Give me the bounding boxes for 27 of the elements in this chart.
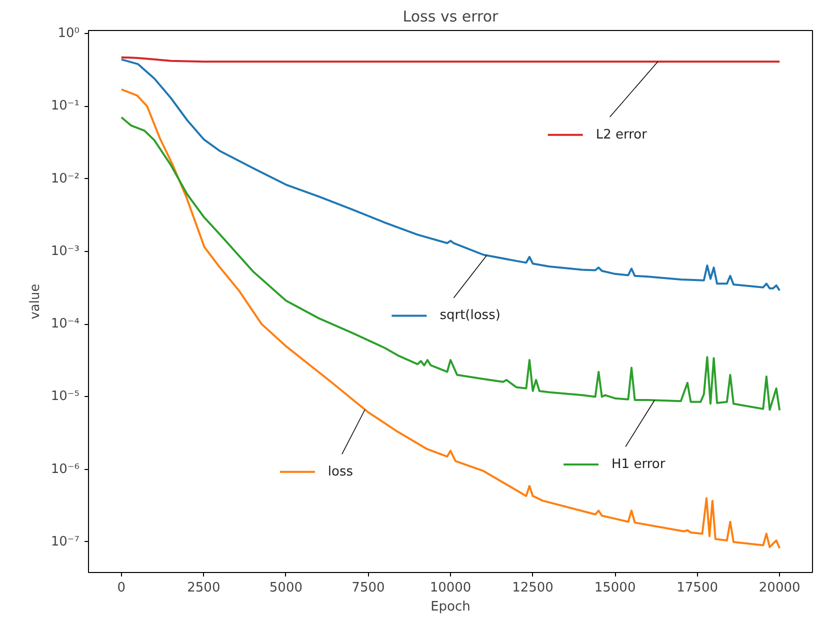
- x-tick-label: 20000: [758, 580, 800, 596]
- x-tick-label: 15000: [594, 580, 636, 596]
- y-tick-label: 10⁻⁵: [50, 389, 80, 404]
- x-tick-label: 7500: [352, 580, 385, 596]
- x-tick-label: 5000: [269, 580, 303, 596]
- line-series: [120, 116, 781, 412]
- legend-label: H1 error: [612, 457, 666, 472]
- x-tick-label: 2500: [187, 580, 220, 596]
- chart-title: Loss vs error: [402, 8, 500, 26]
- line-series: [120, 88, 781, 550]
- x-tick-label: 10000: [430, 580, 472, 596]
- y-tick-label: 10⁻¹: [50, 98, 80, 114]
- x-tick-label: 17500: [676, 580, 718, 596]
- x-tick-label: 12500: [512, 580, 554, 596]
- legend-label: sqrt(loss): [440, 308, 500, 324]
- y-tick-label: 10⁻⁷: [50, 534, 80, 550]
- y-tick-label: 10⁻⁴: [50, 316, 80, 332]
- y-tick-label: 10⁻⁶: [50, 462, 80, 477]
- y-tick-label: 10⁻²: [50, 171, 80, 186]
- legend-label: L2 error: [596, 127, 648, 142]
- x-tick-label: 0: [117, 580, 126, 596]
- y-tick-label: 10⁰: [58, 26, 80, 42]
- line-series: [120, 58, 781, 292]
- x-axis-title: Epoch: [430, 600, 470, 614]
- y-axis-title: value: [28, 284, 43, 320]
- legend-label: loss: [328, 464, 354, 480]
- y-tick-label: 10⁻³: [50, 244, 80, 259]
